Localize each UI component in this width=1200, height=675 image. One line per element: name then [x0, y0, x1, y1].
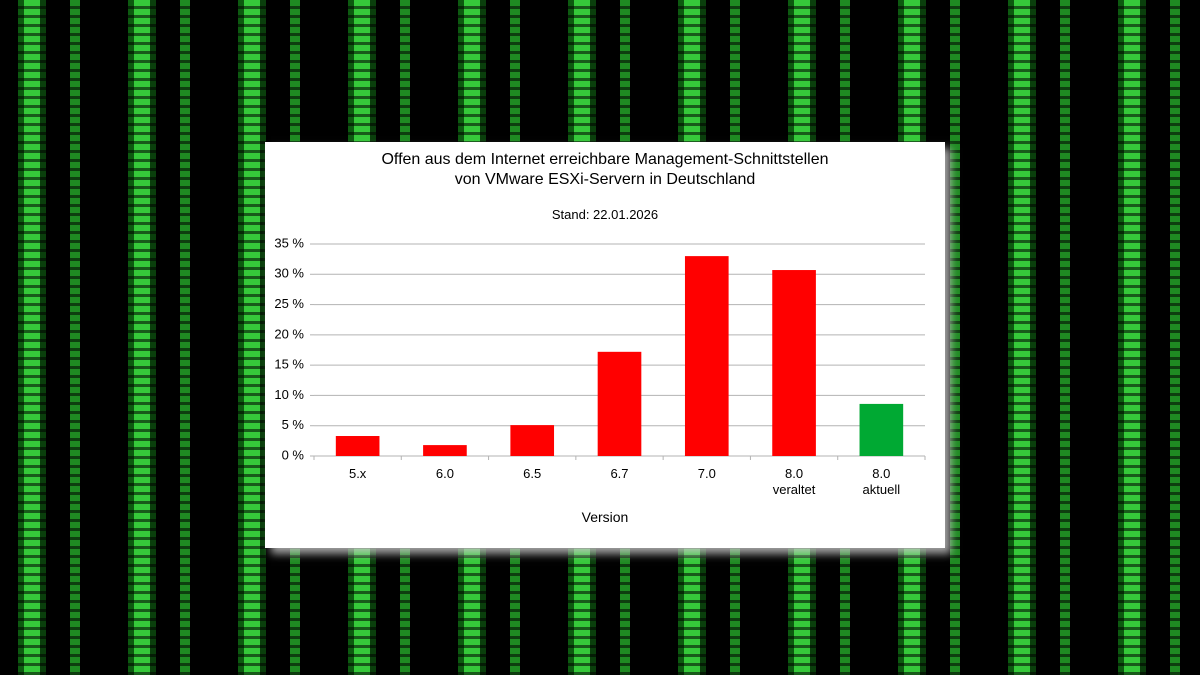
x-tick-label: 5.x — [348, 466, 367, 481]
x-tick-label: 8.0 aktuell — [862, 466, 901, 497]
x-tick-label: 6.7 — [610, 466, 629, 481]
bar — [859, 403, 904, 456]
x-tick-label: 7.0 — [697, 466, 716, 481]
y-tick-label: 25 % — [274, 296, 304, 311]
bar — [772, 270, 816, 456]
x-tick-label: 8.0 veraltet — [772, 466, 816, 497]
y-tick-label: 10 % — [274, 387, 304, 402]
y-tick-label: 20 % — [274, 326, 304, 341]
x-axis-label: Version — [581, 509, 629, 525]
x-tick-label: 6.0 — [435, 466, 454, 481]
chart-title: Offen aus dem Internet erreichbare Manag… — [381, 151, 829, 188]
bar — [423, 445, 467, 456]
chart-panel — [265, 142, 945, 548]
y-tick-label: 0 % — [282, 447, 305, 462]
y-tick-label: 15 % — [274, 357, 304, 372]
bar — [597, 351, 642, 456]
y-tick-label: 5 % — [282, 417, 305, 432]
x-tick-label: 6.5 — [523, 466, 542, 481]
bar — [335, 436, 380, 456]
bar — [510, 425, 555, 456]
y-tick-label: 35 % — [274, 235, 304, 250]
chart-subtitle: Stand: 22.01.2026 — [551, 207, 659, 222]
y-tick-label: 30 % — [274, 266, 304, 281]
bar — [684, 256, 729, 456]
